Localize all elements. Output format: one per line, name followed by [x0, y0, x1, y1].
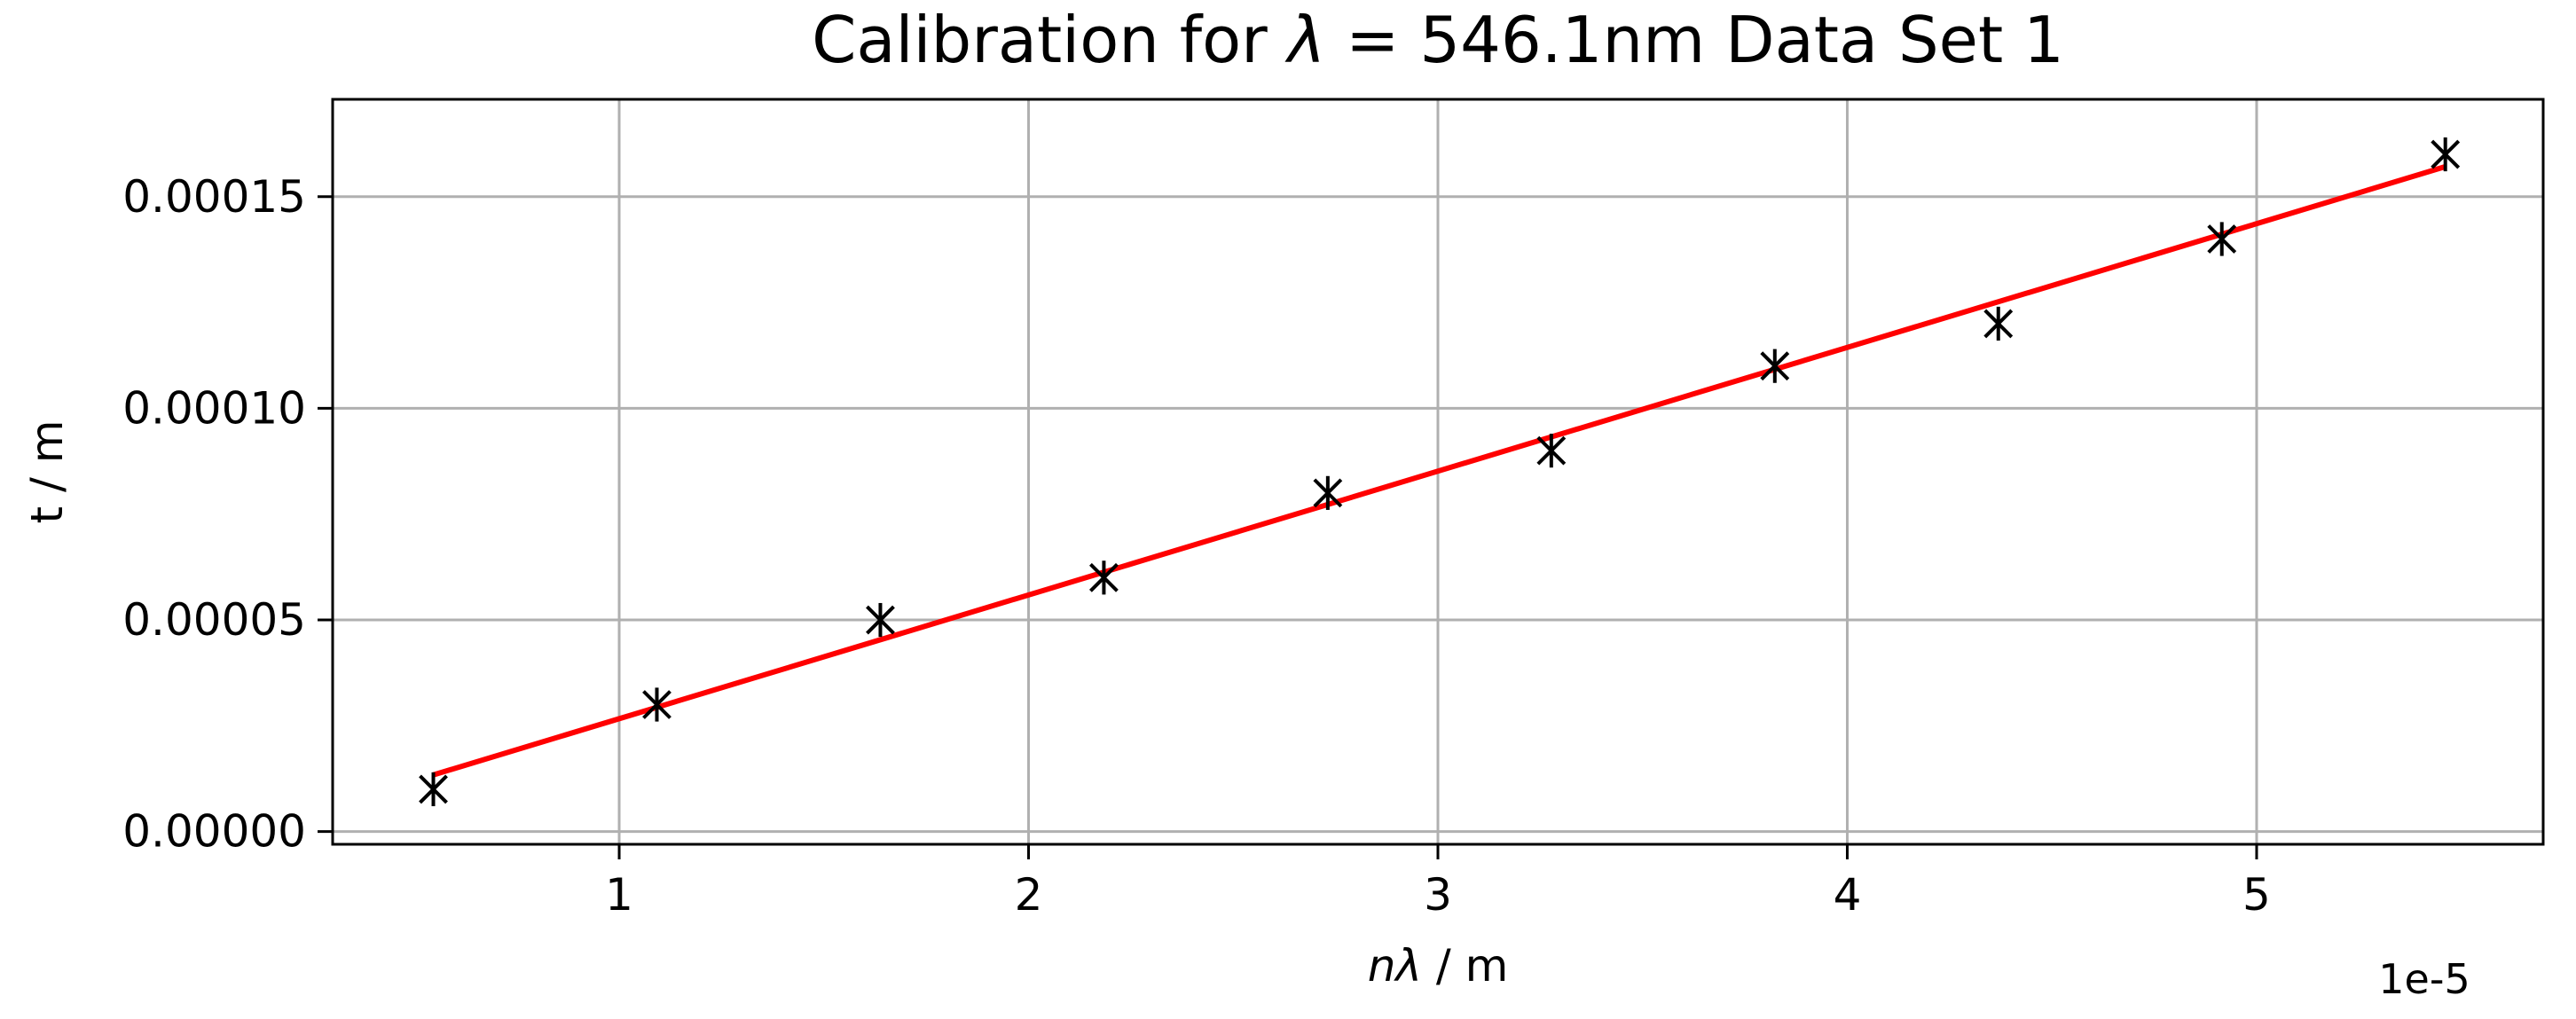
data-point — [1089, 560, 1119, 595]
point-marker-stroke — [1089, 562, 1119, 592]
x-tick-label: 1 — [605, 869, 633, 921]
y-tick-label: 0.00005 — [122, 594, 306, 646]
x-axis-label: nλ / m — [1368, 940, 1509, 992]
data-point — [866, 602, 895, 638]
data-point — [1536, 434, 1567, 468]
fit-line — [432, 164, 2446, 778]
point-marker-stroke — [1983, 309, 2014, 339]
chart-title: Calibration for λ = 546.1nm Data Set 1 — [812, 3, 2064, 77]
y-tick-label: 0.00000 — [122, 806, 306, 858]
y-tick-label: 0.00010 — [122, 382, 306, 434]
y-tick-label: 0.00015 — [122, 171, 306, 223]
data-point — [1983, 306, 2014, 341]
x-tick-label: 3 — [1424, 869, 1452, 921]
x-tick-label: 4 — [1834, 869, 1862, 921]
point-marker-stroke — [1760, 351, 1790, 381]
point-marker-stroke — [2207, 224, 2237, 254]
point-marker-stroke — [2431, 139, 2461, 169]
axis-ticks: 1 2 3 4 5 0.00000 0.00005 0.00010 0.00015 — [122, 171, 2271, 921]
point-marker-stroke — [1313, 478, 1343, 508]
data-points — [419, 137, 2461, 807]
data-point — [2431, 137, 2461, 172]
grid-lines — [333, 99, 2543, 844]
x-axis-offset-label: 1e-5 — [2378, 955, 2470, 1003]
data-point — [419, 772, 448, 807]
data-point — [2207, 222, 2237, 256]
point-marker-stroke — [419, 774, 448, 804]
y-axis-label: t / m — [21, 420, 73, 524]
data-point — [1313, 475, 1343, 510]
data-point — [642, 687, 671, 722]
point-marker-stroke — [642, 690, 671, 719]
x-tick-label: 2 — [1015, 869, 1043, 921]
fit-line-group — [432, 164, 2446, 778]
point-marker-stroke — [1536, 435, 1567, 466]
data-point — [1760, 349, 1790, 383]
x-tick-label: 5 — [2242, 869, 2271, 921]
point-marker-stroke — [866, 605, 895, 635]
